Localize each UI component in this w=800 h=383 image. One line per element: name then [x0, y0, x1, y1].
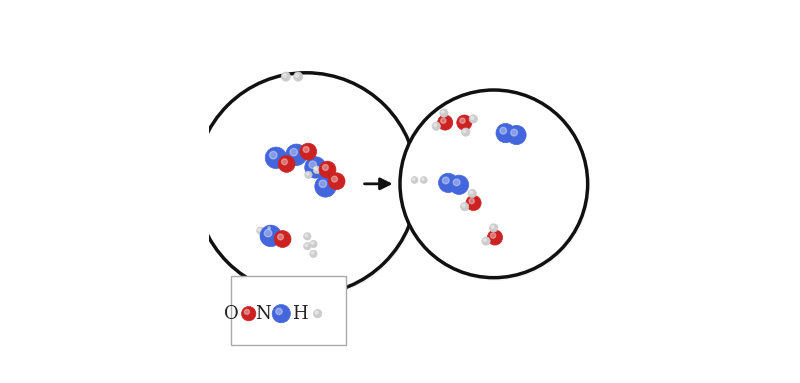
Circle shape — [462, 128, 470, 136]
Circle shape — [311, 242, 314, 244]
Circle shape — [490, 233, 496, 238]
Circle shape — [490, 224, 498, 232]
Circle shape — [278, 155, 295, 172]
Circle shape — [310, 241, 317, 248]
Circle shape — [510, 129, 518, 136]
Circle shape — [461, 203, 469, 211]
Circle shape — [295, 74, 298, 77]
Circle shape — [487, 230, 502, 245]
Circle shape — [442, 111, 444, 113]
Circle shape — [491, 226, 494, 228]
Circle shape — [283, 74, 286, 77]
Circle shape — [411, 177, 418, 183]
Circle shape — [260, 225, 282, 247]
Text: O: O — [224, 305, 238, 322]
Circle shape — [197, 76, 419, 298]
Circle shape — [440, 109, 448, 117]
Circle shape — [319, 161, 336, 178]
Circle shape — [242, 306, 256, 321]
Circle shape — [434, 124, 437, 127]
Circle shape — [331, 176, 338, 182]
Circle shape — [290, 148, 298, 156]
Circle shape — [482, 237, 490, 245]
Circle shape — [314, 168, 318, 170]
Circle shape — [462, 204, 465, 207]
Circle shape — [450, 175, 469, 195]
Circle shape — [303, 147, 309, 152]
Circle shape — [319, 180, 326, 188]
Circle shape — [400, 90, 588, 278]
Circle shape — [328, 173, 345, 190]
Circle shape — [304, 242, 311, 250]
Circle shape — [471, 116, 474, 119]
Circle shape — [314, 166, 321, 173]
Circle shape — [305, 171, 312, 178]
Circle shape — [463, 129, 466, 133]
Circle shape — [500, 127, 506, 134]
Circle shape — [469, 198, 474, 204]
Text: H: H — [292, 305, 308, 322]
Text: N: N — [255, 305, 271, 322]
FancyBboxPatch shape — [231, 276, 346, 345]
Circle shape — [274, 231, 291, 247]
Circle shape — [300, 143, 317, 160]
Circle shape — [306, 173, 309, 175]
Circle shape — [466, 195, 481, 211]
Circle shape — [507, 125, 526, 145]
Circle shape — [272, 304, 290, 323]
Circle shape — [420, 177, 427, 183]
Circle shape — [454, 179, 460, 186]
Circle shape — [278, 234, 283, 240]
Circle shape — [457, 115, 472, 130]
Circle shape — [314, 176, 336, 197]
Circle shape — [282, 72, 290, 81]
Circle shape — [422, 178, 424, 180]
Circle shape — [258, 228, 261, 231]
Circle shape — [305, 157, 326, 178]
Circle shape — [314, 309, 322, 318]
Circle shape — [432, 122, 440, 130]
Circle shape — [276, 308, 282, 314]
Circle shape — [483, 239, 486, 242]
Circle shape — [268, 227, 270, 229]
Circle shape — [441, 118, 446, 123]
Circle shape — [469, 115, 478, 123]
Circle shape — [460, 118, 465, 123]
Circle shape — [270, 151, 277, 159]
Circle shape — [442, 177, 449, 184]
Circle shape — [496, 123, 515, 143]
Circle shape — [438, 115, 453, 130]
Circle shape — [282, 159, 287, 165]
Circle shape — [311, 252, 314, 254]
Circle shape — [305, 234, 308, 237]
Circle shape — [305, 244, 308, 247]
Circle shape — [286, 144, 307, 165]
Circle shape — [294, 72, 302, 81]
Circle shape — [402, 93, 590, 281]
Circle shape — [322, 165, 328, 170]
Circle shape — [310, 250, 317, 257]
Circle shape — [257, 227, 264, 234]
Circle shape — [264, 229, 272, 237]
Circle shape — [470, 191, 473, 194]
Circle shape — [315, 311, 318, 314]
Circle shape — [245, 309, 250, 314]
Circle shape — [266, 147, 286, 169]
Circle shape — [195, 73, 418, 295]
Circle shape — [438, 173, 458, 193]
Circle shape — [266, 225, 274, 232]
Circle shape — [468, 189, 476, 198]
Circle shape — [309, 161, 317, 169]
Circle shape — [304, 233, 311, 240]
Circle shape — [413, 178, 415, 180]
